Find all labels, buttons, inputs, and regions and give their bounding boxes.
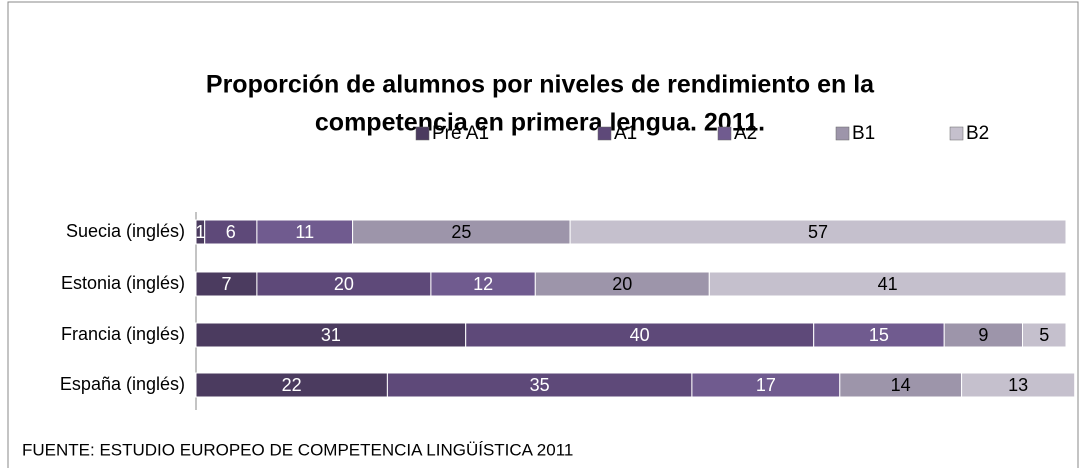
bar-segment [430, 271, 536, 297]
chart-title-line: Proporción de alumnos por niveles de ren… [206, 71, 875, 99]
data-label: 20 [334, 274, 354, 294]
data-label: 13 [1008, 375, 1028, 395]
data-label: 31 [321, 325, 341, 345]
source-note: FUENTE: ESTUDIO EUROPEO DE COMPETENCIA L… [22, 440, 573, 459]
data-label: 35 [530, 375, 550, 395]
data-label: 57 [808, 222, 828, 242]
bar-segment [569, 219, 1067, 245]
data-label: 6 [226, 222, 236, 242]
legend-label: A1 [614, 123, 637, 144]
bar-segment [195, 322, 467, 348]
bar-segment [961, 372, 1076, 398]
bar-segment [813, 322, 945, 348]
bar-segment [1022, 322, 1067, 348]
data-label: 9 [978, 325, 988, 345]
data-label: 40 [630, 325, 650, 345]
legend-label: Pre A1 [432, 123, 489, 144]
legend-swatch [415, 126, 430, 141]
bar-segment [708, 271, 1067, 297]
legend-swatch [949, 126, 964, 141]
data-label: 14 [891, 375, 911, 395]
bar-segment [691, 372, 841, 398]
bar-segment [195, 271, 258, 297]
legend-swatch [717, 126, 732, 141]
y-tick-label: Suecia (inglés) [66, 221, 185, 241]
legend-label: B2 [966, 123, 989, 144]
bar-segment [195, 372, 388, 398]
data-label: 15 [869, 325, 889, 345]
bar-segment [256, 219, 354, 245]
bar-segment [534, 271, 710, 297]
bar-segment [943, 322, 1024, 348]
data-label: 41 [878, 274, 898, 294]
legend-label: A2 [734, 123, 757, 144]
y-tick-label: Estonia (inglés) [61, 273, 185, 293]
bar-segment [386, 372, 693, 398]
data-label: 1 [195, 222, 205, 242]
y-tick-label: España (inglés) [60, 374, 185, 394]
y-tick-label: Francia (inglés) [61, 324, 185, 344]
data-label: 25 [451, 222, 471, 242]
bar-segment [352, 219, 571, 245]
data-label: 12 [473, 274, 493, 294]
legend-swatch [597, 126, 612, 141]
data-label: 7 [221, 274, 231, 294]
bar-segment [465, 322, 815, 348]
data-label: 20 [612, 274, 632, 294]
data-label: 11 [295, 222, 314, 242]
legend-label: B1 [852, 123, 875, 144]
chart-title-line: competencia en primera lengua. 2011. [315, 109, 765, 137]
data-label: 17 [756, 375, 776, 395]
data-label: 5 [1039, 325, 1049, 345]
bar-segment [256, 271, 432, 297]
data-label: 22 [282, 375, 302, 395]
bar-segment [839, 372, 963, 398]
legend-swatch [835, 126, 850, 141]
